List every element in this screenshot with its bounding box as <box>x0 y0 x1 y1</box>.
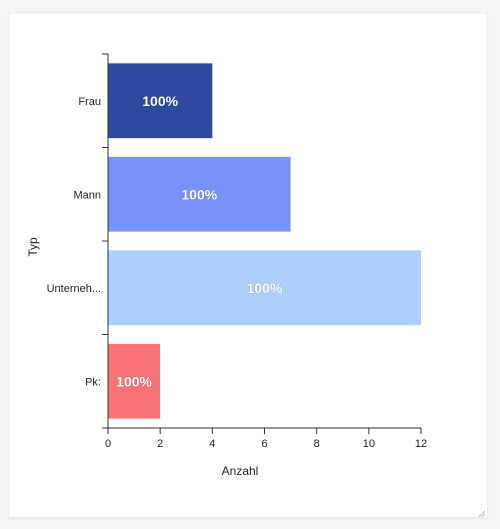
axis-layer: Frau Mann Unterneh... Pk: 0 2 4 6 8 10 12 <box>47 53 427 450</box>
bar-label-1: 100% <box>142 93 178 109</box>
bar-2 <box>108 156 291 232</box>
y-axis-title: Typ <box>26 237 40 257</box>
bars-layer: 100% 100% 100% 100% <box>108 63 421 419</box>
x-tick-label-4: 8 <box>314 438 320 450</box>
y-tick-label-4: Pk: <box>85 376 101 388</box>
bar-label-2: 100% <box>181 186 217 202</box>
x-axis-title: Anzahl <box>222 464 259 478</box>
x-tick-label-1: 2 <box>157 438 163 450</box>
x-tick-label-2: 4 <box>209 438 215 450</box>
x-tick-label-0: 0 <box>105 438 111 450</box>
y-tick-label-2: Mann <box>73 189 101 201</box>
x-tick-label-5: 10 <box>363 438 375 450</box>
x-tick-label-6: 12 <box>415 438 427 450</box>
y-tick-label-3: Unterneh... <box>47 283 101 295</box>
bar-label-3: 100% <box>247 280 283 296</box>
bar-label-4: 100% <box>116 373 152 389</box>
bar-1 <box>108 63 213 139</box>
resize-grip-icon[interactable] <box>478 510 486 518</box>
y-tick-label-1: Frau <box>78 96 101 108</box>
bar-4 <box>108 343 161 419</box>
x-tick-label-3: 6 <box>261 438 267 450</box>
bar-3 <box>108 250 421 326</box>
